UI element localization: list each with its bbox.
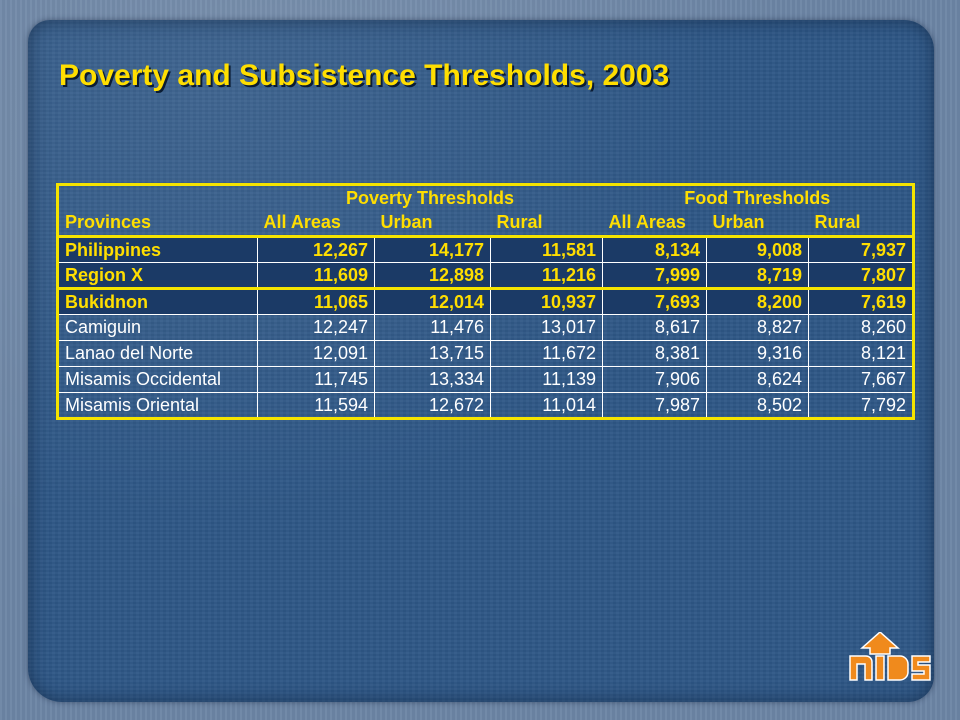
cell-food-all-areas: 7,693 [602,287,707,315]
cell-food-all-areas: 8,134 [602,235,707,263]
cell-food-all-areas: 7,906 [602,366,707,393]
row-province-name: Region X [57,262,258,289]
cell-food-urban: 8,827 [706,314,809,341]
table-row: Philippines 12,267 14,177 11,581 8,134 9… [57,235,914,263]
cell-food-rural: 7,792 [807,392,914,419]
column-header-food-rural: Rural [814,212,861,233]
cell-poverty-urban: 12,014 [374,287,491,315]
cell-poverty-urban: 14,177 [374,235,491,263]
cell-food-rural: 7,619 [807,287,914,315]
cell-food-rural: 7,807 [807,262,914,289]
cell-poverty-all-areas: 12,091 [257,340,375,367]
group-header-food: Food Thresholds [684,187,831,208]
cell-poverty-rural: 10,937 [490,287,603,315]
row-province-name: Misamis Oriental [57,392,258,419]
cell-poverty-urban: 13,334 [374,366,491,393]
cell-poverty-all-areas: 12,247 [257,314,375,341]
table-row: Region X 11,609 12,898 11,216 7,999 8,71… [57,262,914,289]
column-header-poverty-all-areas: All Areas [263,212,341,233]
column-header-poverty-urban: Urban [380,212,433,233]
column-header-food-urban: Urban [712,212,765,233]
cell-poverty-all-areas: 11,745 [257,366,375,393]
row-province-name: Philippines [57,235,258,263]
cell-poverty-all-areas: 12,267 [257,235,375,263]
row-province-name: Lanao del Norte [57,340,258,367]
table-row: Misamis Occidental 11,745 13,334 11,139 … [57,366,914,393]
table-row: Bukidnon 11,065 12,014 10,937 7,693 8,20… [57,287,914,315]
cell-food-urban: 8,624 [706,366,809,393]
cell-food-rural: 7,667 [807,366,914,393]
cell-food-urban: 9,316 [706,340,809,367]
cell-food-urban: 8,719 [706,262,809,289]
cell-food-all-areas: 8,617 [602,314,707,341]
table-row: Misamis Oriental 11,594 12,672 11,014 7,… [57,392,914,419]
page-title: Poverty and Subsistence Thresholds, 2003 [59,59,670,92]
cell-poverty-rural: 11,672 [490,340,603,367]
column-header-food-all-areas: All Areas [608,212,686,233]
cell-poverty-rural: 11,139 [490,366,603,393]
cell-food-rural: 8,121 [807,340,914,367]
cell-poverty-urban: 11,476 [374,314,491,341]
cell-poverty-rural: 13,017 [490,314,603,341]
cell-poverty-rural: 11,216 [490,262,603,289]
column-header-poverty-rural: Rural [496,212,543,233]
group-header-row: Poverty Thresholds Food Thresholds [58,185,914,211]
pids-logo [846,630,932,682]
cell-poverty-all-areas: 11,065 [257,287,375,315]
cell-food-rural: 8,260 [807,314,914,341]
row-province-name: Bukidnon [57,287,258,315]
table-row: Camiguin 12,247 11,476 13,017 8,617 8,82… [57,314,914,341]
cell-food-urban: 8,502 [706,392,809,419]
cell-poverty-urban: 12,672 [374,392,491,419]
cell-food-urban: 8,200 [706,287,809,315]
cell-food-all-areas: 8,381 [602,340,707,367]
table-body: Philippines 12,267 14,177 11,581 8,134 9… [57,235,914,419]
up-arrow-logo-icon [849,630,931,681]
column-header-row: Provinces All Areas Urban Rural All Area… [58,211,914,237]
row-province-name: Misamis Occidental [57,366,258,393]
cell-poverty-rural: 11,014 [490,392,603,419]
row-province-name: Camiguin [57,314,258,341]
cell-poverty-urban: 12,898 [374,262,491,289]
group-header-poverty: Poverty Thresholds [345,187,515,208]
cell-food-all-areas: 7,987 [602,392,707,419]
cell-food-rural: 7,937 [807,235,914,263]
cell-food-urban: 9,008 [706,235,809,263]
cell-food-all-areas: 7,999 [602,262,707,289]
cell-poverty-rural: 11,581 [490,235,603,263]
thresholds-table: Poverty Thresholds Food Thresholds Provi… [56,183,916,420]
cell-poverty-urban: 13,715 [374,340,491,367]
cell-poverty-all-areas: 11,594 [257,392,375,419]
cell-poverty-all-areas: 11,609 [257,262,375,289]
group-header-blank [58,185,258,211]
table-row: Lanao del Norte 12,091 13,715 11,672 8,3… [57,340,914,367]
column-header-provinces: Provinces [65,212,152,233]
